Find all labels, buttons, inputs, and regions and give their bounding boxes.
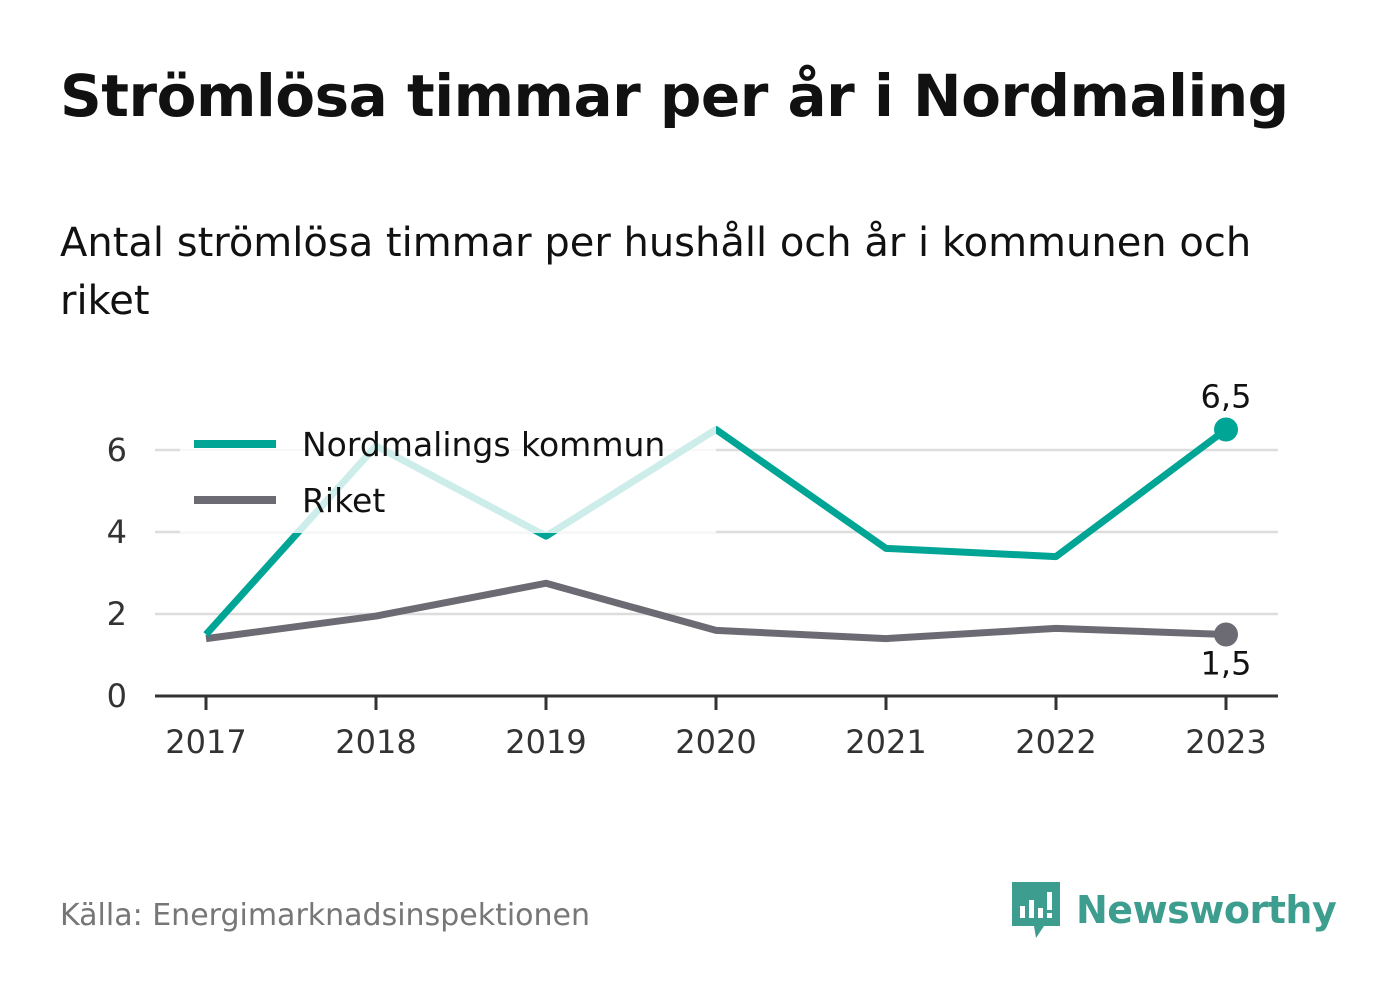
chart-title: Strömlösa timmar per år i Nordmaling: [60, 62, 1289, 130]
x-tick-label: 2022: [1015, 723, 1096, 761]
legend-background: [180, 415, 716, 533]
legend-label-nordmalings-kommun: Nordmalings kommun: [302, 425, 665, 464]
legend: Nordmalings kommun Riket: [180, 415, 716, 533]
chart-subtitle: Antal strömlösa timmar per hushåll och å…: [60, 220, 1252, 324]
y-tick-label: 4: [107, 513, 127, 551]
x-tick-label: 2018: [335, 723, 416, 761]
axes: 0 2 4 6 2017 2018 2019 2020 2021 2022 2023: [107, 431, 1278, 761]
newsworthy-logo: Newsworthy: [1010, 880, 1337, 940]
x-tick-label: 2023: [1185, 723, 1266, 761]
source-note: Källa: Energimarknadsinspektionen: [60, 898, 591, 933]
end-label-riket: 1,5: [1201, 645, 1252, 683]
series-line-riket: [205, 579, 1227, 643]
end-label-nordmalings-kommun: 6,5: [1201, 378, 1252, 416]
end-marker-riket: [1214, 622, 1238, 647]
x-tick-label: 2017: [165, 723, 246, 761]
x-tick-label: 2019: [505, 723, 586, 761]
end-marker-nordmalings-kommun: [1214, 417, 1238, 442]
y-tick-label: 2: [107, 595, 127, 633]
newsworthy-logo-icon: [1012, 882, 1060, 938]
y-tick-label: 0: [107, 677, 127, 715]
x-tick-label: 2021: [845, 723, 926, 761]
legend-label-riket: Riket: [302, 481, 385, 520]
brand-name: Newsworthy: [1076, 888, 1337, 932]
y-tick-label: 6: [107, 431, 127, 469]
x-tick-label: 2020: [675, 723, 756, 761]
